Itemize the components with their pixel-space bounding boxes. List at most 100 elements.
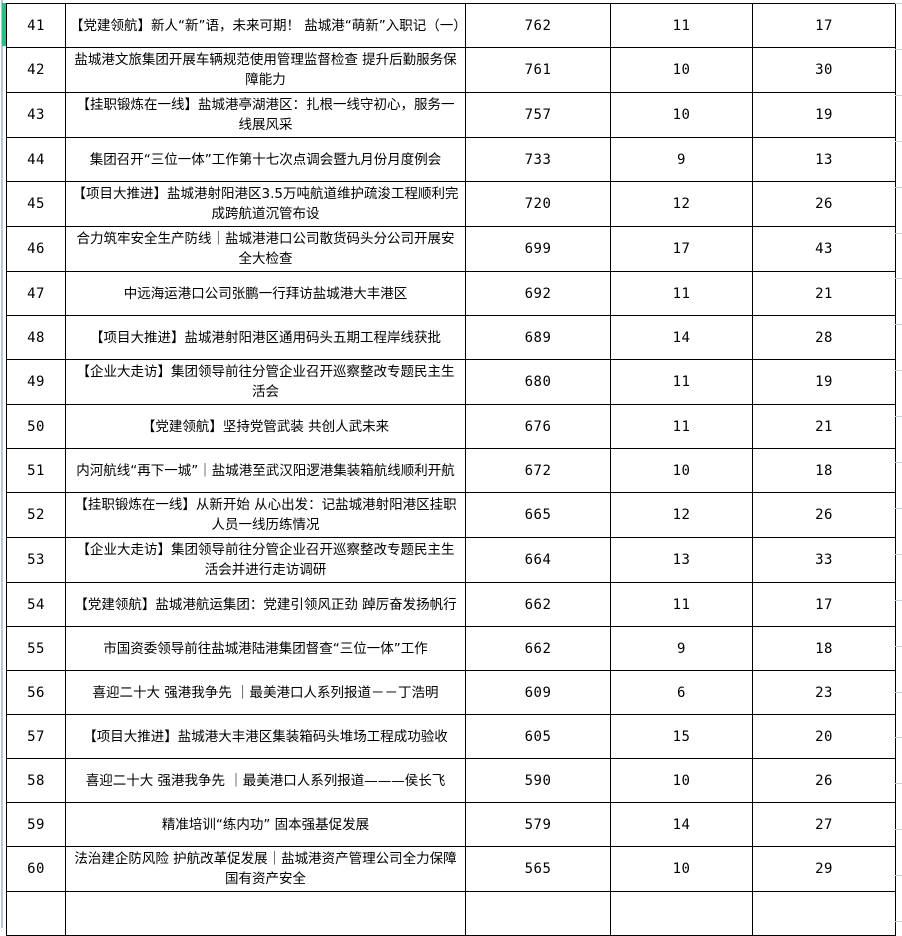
cell-views[interactable]: 699 xyxy=(465,226,611,272)
table-row[interactable]: 56 喜迎二十大 强港我争先 ｜最美港口人系列报道－－丁浩明 609 6 23 xyxy=(6,670,896,715)
cell-shares[interactable]: 19 xyxy=(752,92,896,138)
cell-shares[interactable]: 33 xyxy=(752,537,896,583)
cell-likes[interactable]: 10 xyxy=(610,846,753,892)
cell-shares[interactable]: 13 xyxy=(752,137,896,182)
cell-views[interactable]: 761 xyxy=(465,47,611,93)
cell-views[interactable]: 579 xyxy=(465,802,611,847)
cell-title[interactable]: 【项目大推进】盐城港射阳港区通用码头五期工程岸线获批 xyxy=(65,315,466,360)
cell-index[interactable]: 52 xyxy=(6,492,66,538)
cell-views[interactable]: 757 xyxy=(465,92,611,138)
table-row[interactable]: 46 合力筑牢安全生产防线｜盐城港港口公司散货码头分公司开展安全大检查 699 17 4… xyxy=(6,226,896,272)
cell-index[interactable]: 50 xyxy=(6,404,66,449)
cell-likes[interactable] xyxy=(610,891,753,936)
cell-title[interactable]: 喜迎二十大 强港我争先 ｜最美港口人系列报道－－丁浩明 xyxy=(65,670,466,715)
cell-title[interactable]: 【党建领航】盐城港航运集团：党建引领风正劲 踔厉奋发扬帆行 xyxy=(65,582,466,627)
cell-title[interactable]: 集团召开“三位一体”工作第十七次点调会暨九月份月度例会 xyxy=(65,137,466,182)
cell-views[interactable]: 662 xyxy=(465,582,611,627)
cell-views[interactable]: 590 xyxy=(465,758,611,803)
cell-index[interactable]: 56 xyxy=(6,670,66,715)
table-row[interactable]: 43 【挂职锻炼在一线】盐城港亭湖港区：扎根一线守初心，服务一线展风采 757 10 1… xyxy=(6,92,896,138)
cell-views[interactable]: 664 xyxy=(465,537,611,583)
cell-likes[interactable]: 11 xyxy=(610,271,753,316)
table-row[interactable]: 53 【企业大走访】集团领导前往分管企业召开巡察整改专题民主生活会并进行走访调研 6… xyxy=(6,537,896,583)
cell-shares[interactable]: 17 xyxy=(752,582,896,627)
cell-title[interactable]: 【企业大走访】集团领导前往分管企业召开巡察整改专题民主生活会 xyxy=(65,359,466,405)
cell-shares[interactable]: 20 xyxy=(752,714,896,759)
cell-likes[interactable]: 12 xyxy=(610,492,753,538)
table-row[interactable]: 47 中远海运港口公司张鹏一行拜访盐城港大丰港区 692 11 21 xyxy=(6,271,896,316)
cell-likes[interactable]: 9 xyxy=(610,626,753,671)
cell-likes[interactable]: 10 xyxy=(610,47,753,93)
cell-shares[interactable]: 21 xyxy=(752,271,896,316)
cell-index[interactable] xyxy=(6,891,66,936)
cell-title[interactable]: 市国资委领导前往盐城港陆港集团督查“三位一体”工作 xyxy=(65,626,466,671)
cell-likes[interactable]: 12 xyxy=(610,181,753,227)
cell-shares[interactable]: 29 xyxy=(752,846,896,892)
cell-shares[interactable]: 43 xyxy=(752,226,896,272)
cell-shares[interactable]: 18 xyxy=(752,448,896,493)
cell-likes[interactable]: 10 xyxy=(610,92,753,138)
cell-title[interactable]: 【企业大走访】集团领导前往分管企业召开巡察整改专题民主生活会并进行走访调研 xyxy=(65,537,466,583)
cell-title[interactable]: 【党建领航】坚持党管武装 共创人武未来 xyxy=(65,404,466,449)
cell-index[interactable]: 49 xyxy=(6,359,66,405)
cell-title[interactable]: 中远海运港口公司张鹏一行拜访盐城港大丰港区 xyxy=(65,271,466,316)
cell-shares[interactable]: 30 xyxy=(752,47,896,93)
table-row[interactable]: 41 【党建领航】新人“新”语，未来可期！ 盐城港“萌新”入职记（一） 762 11 1… xyxy=(6,3,896,48)
cell-index[interactable]: 43 xyxy=(6,92,66,138)
cell-shares[interactable]: 19 xyxy=(752,359,896,405)
cell-index[interactable]: 57 xyxy=(6,714,66,759)
cell-likes[interactable]: 9 xyxy=(610,137,753,182)
table-row[interactable]: 44 集团召开“三位一体”工作第十七次点调会暨九月份月度例会 733 9 13 xyxy=(6,137,896,182)
table-row[interactable]: 55 市国资委领导前往盐城港陆港集团督查“三位一体”工作 662 9 18 xyxy=(6,626,896,671)
cell-views[interactable]: 662 xyxy=(465,626,611,671)
table-row[interactable]: 59 精准培训“练内功” 固本强基促发展 579 14 27 xyxy=(6,802,896,847)
cell-shares[interactable]: 18 xyxy=(752,626,896,671)
table-row-clipped[interactable] xyxy=(6,891,896,936)
table-row[interactable]: 58 喜迎二十大 强港我争先 ｜最美港口人系列报道———侯长飞 590 10 26 xyxy=(6,758,896,803)
cell-index[interactable]: 45 xyxy=(6,181,66,227)
cell-views[interactable]: 565 xyxy=(465,846,611,892)
cell-views[interactable]: 762 xyxy=(465,3,611,48)
cell-shares[interactable]: 23 xyxy=(752,670,896,715)
table-row[interactable]: 49 【企业大走访】集团领导前往分管企业召开巡察整改专题民主生活会 680 11 19 xyxy=(6,359,896,405)
cell-title[interactable] xyxy=(65,891,466,936)
data-table[interactable]: 41 【党建领航】新人“新”语，未来可期！ 盐城港“萌新”入职记（一） 762 11 1… xyxy=(6,3,896,936)
cell-title[interactable]: 喜迎二十大 强港我争先 ｜最美港口人系列报道———侯长飞 xyxy=(65,758,466,803)
cell-views[interactable]: 733 xyxy=(465,137,611,182)
cell-shares[interactable] xyxy=(752,891,896,936)
cell-likes[interactable]: 17 xyxy=(610,226,753,272)
table-row[interactable]: 54 【党建领航】盐城港航运集团：党建引领风正劲 踔厉奋发扬帆行 662 11 17 xyxy=(6,582,896,627)
cell-likes[interactable]: 15 xyxy=(610,714,753,759)
cell-views[interactable]: 605 xyxy=(465,714,611,759)
cell-likes[interactable]: 14 xyxy=(610,802,753,847)
cell-views[interactable]: 680 xyxy=(465,359,611,405)
cell-index[interactable]: 55 xyxy=(6,626,66,671)
cell-views[interactable]: 676 xyxy=(465,404,611,449)
cell-likes[interactable]: 13 xyxy=(610,537,753,583)
cell-index[interactable]: 54 xyxy=(6,582,66,627)
cell-title[interactable]: 精准培训“练内功” 固本强基促发展 xyxy=(65,802,466,847)
cell-shares[interactable]: 27 xyxy=(752,802,896,847)
cell-title[interactable]: 法治建企防风险 护航改革促发展｜盐城港资产管理公司全力保障国有资产安全 xyxy=(65,846,466,892)
cell-index[interactable]: 44 xyxy=(6,137,66,182)
cell-views[interactable]: 665 xyxy=(465,492,611,538)
cell-index[interactable]: 60 xyxy=(6,846,66,892)
cell-likes[interactable]: 10 xyxy=(610,758,753,803)
table-row[interactable]: 42 盐城港文旅集团开展车辆规范使用管理监督检查 提升后勤服务保障能力 761 10 3… xyxy=(6,47,896,93)
cell-views[interactable]: 672 xyxy=(465,448,611,493)
cell-views[interactable] xyxy=(465,891,611,936)
cell-shares[interactable]: 26 xyxy=(752,758,896,803)
cell-title[interactable]: 【党建领航】新人“新”语，未来可期！ 盐城港“萌新”入职记（一） xyxy=(65,3,467,48)
cell-index[interactable]: 58 xyxy=(6,758,66,803)
cell-likes[interactable]: 11 xyxy=(610,3,753,48)
cell-views[interactable]: 720 xyxy=(465,181,611,227)
cell-title[interactable]: 【项目大推进】盐城港大丰港区集装箱码头堆场工程成功验收 xyxy=(65,714,466,759)
cell-likes[interactable]: 10 xyxy=(610,448,753,493)
cell-index[interactable]: 46 xyxy=(6,226,66,272)
cell-index[interactable]: 51 xyxy=(6,448,66,493)
cell-index[interactable]: 48 xyxy=(6,315,66,360)
cell-shares[interactable]: 28 xyxy=(752,315,896,360)
cell-likes[interactable]: 11 xyxy=(610,359,753,405)
cell-likes[interactable]: 11 xyxy=(610,404,753,449)
